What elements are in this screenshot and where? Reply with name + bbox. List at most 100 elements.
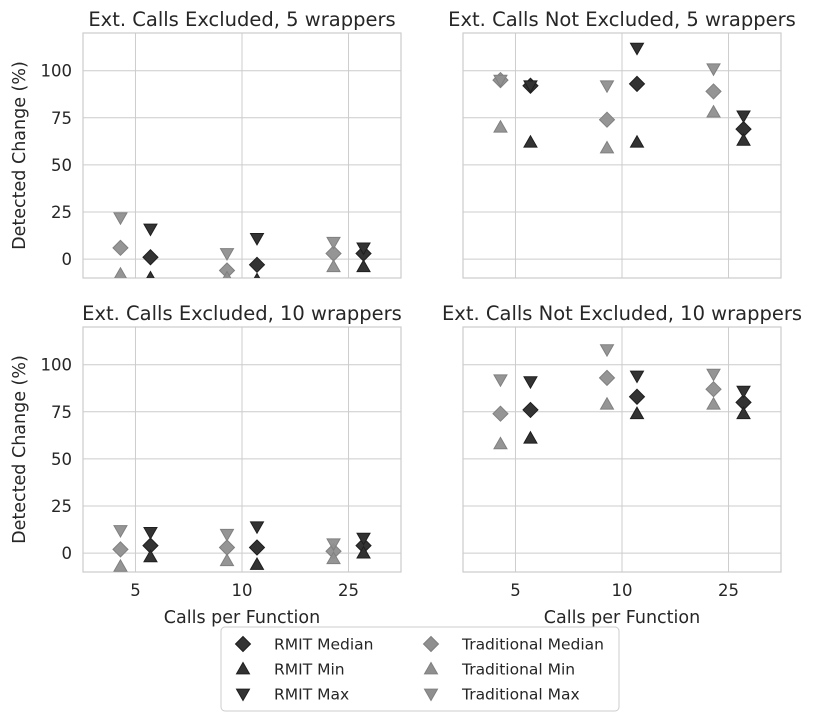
point-rmit-min-25 xyxy=(736,406,751,420)
x-tick-label-25: 25 xyxy=(718,581,739,600)
legend-label-rmit-max: RMIT Max xyxy=(274,686,349,704)
point-rmit-min-10 xyxy=(629,134,645,148)
point-rmit-max-25 xyxy=(736,385,751,399)
point-rmit-min-10 xyxy=(249,556,265,570)
x-axis-label: Calls per Function xyxy=(164,608,320,628)
y-tick-label-75: 75 xyxy=(51,403,72,422)
legend-box xyxy=(220,626,620,712)
y-tick-label-25: 25 xyxy=(51,497,72,516)
point-rmit-max-10 xyxy=(629,370,645,384)
y-tick-label-50: 50 xyxy=(51,450,72,469)
data-points xyxy=(492,42,752,154)
y-tick-label-100: 100 xyxy=(41,62,73,81)
x-tick-label-25: 25 xyxy=(338,581,359,600)
point-traditional-median-10 xyxy=(598,369,616,387)
point-rmit-max-25 xyxy=(356,532,371,546)
point-traditional-min-10 xyxy=(222,270,232,278)
point-traditional-max-25 xyxy=(326,236,341,250)
point-traditional-max-5 xyxy=(113,212,128,226)
legend-label-rmit-median: RMIT Median xyxy=(274,636,374,654)
point-traditional-median-5 xyxy=(112,239,129,257)
legend-label-traditional-min: Traditional Min xyxy=(461,661,575,679)
legend-marker-traditional-median xyxy=(422,635,440,653)
point-traditional-min-10 xyxy=(599,140,615,154)
legend-marker-rmit-max xyxy=(235,688,251,702)
subplot-1: Ext. Calls Excluded, 5 wrappers 0 25 50 75 10… xyxy=(10,8,402,279)
point-traditional-max-10 xyxy=(219,528,235,542)
point-rmit-max-10 xyxy=(629,42,645,56)
point-traditional-min-25 xyxy=(326,259,341,273)
y-tick-label-75: 75 xyxy=(51,109,72,128)
legend-marker-traditional-min xyxy=(423,661,439,675)
point-rmit-min-25 xyxy=(736,132,751,146)
point-rmit-max-5 xyxy=(143,223,158,237)
point-rmit-min-5 xyxy=(143,549,158,563)
point-rmit-max-5 xyxy=(523,376,538,390)
subplot-4: Ext. Calls Not Excluded, 10 wrappers 5 10 2… xyxy=(442,302,802,628)
point-traditional-median-25 xyxy=(705,83,722,100)
point-rmit-median-5 xyxy=(522,401,539,419)
point-rmit-min-5 xyxy=(523,134,538,148)
point-rmit-min-5 xyxy=(523,430,538,444)
point-traditional-min-25 xyxy=(326,551,341,565)
y-tick-label-25: 25 xyxy=(51,203,72,222)
subplot-2: Ext. Calls Not Excluded, 5 wrappers xyxy=(448,8,796,279)
point-traditional-min-10 xyxy=(219,553,235,567)
point-traditional-max-25 xyxy=(326,538,341,552)
legend-marker-rmit-min xyxy=(235,661,251,675)
point-traditional-max-5 xyxy=(113,525,128,539)
plot-frame xyxy=(462,326,782,573)
data-points xyxy=(492,344,752,450)
subplot-title: Ext. Calls Excluded, 10 wrappers xyxy=(82,302,402,325)
point-traditional-median-10 xyxy=(598,111,616,128)
point-rmit-max-25 xyxy=(356,242,371,256)
legend: RMIT Median RMIT Min RMIT Max Traditional M… xyxy=(220,626,620,712)
point-rmit-median-10 xyxy=(628,75,646,93)
subplot-3: Ext. Calls Excluded, 10 wrappers 0 25 50 75 1… xyxy=(10,302,402,628)
legend-marker-rmit-median xyxy=(234,635,252,653)
point-traditional-max-25 xyxy=(706,368,721,382)
subplot-title: Ext. Calls Not Excluded, 5 wrappers xyxy=(448,8,796,31)
point-rmit-max-5 xyxy=(523,80,538,94)
point-traditional-max-10 xyxy=(599,80,615,94)
y-axis-label: Detected Change (%) xyxy=(10,355,30,544)
plot-frame xyxy=(82,326,402,573)
y-tick-label-0: 0 xyxy=(62,250,73,269)
y-axis-label: Detected Change (%) xyxy=(10,61,30,250)
point-rmit-max-10 xyxy=(249,521,265,535)
plot-frame xyxy=(82,32,402,279)
point-traditional-median-5 xyxy=(112,541,129,558)
point-rmit-median-5 xyxy=(142,249,159,266)
point-traditional-min-5 xyxy=(113,558,128,572)
data-points xyxy=(112,212,372,278)
plot-frame xyxy=(462,32,782,279)
legend-label-rmit-min: RMIT Min xyxy=(274,661,345,679)
point-traditional-min-5 xyxy=(493,436,508,450)
subplot-title: Ext. Calls Not Excluded, 10 wrappers xyxy=(442,302,802,325)
point-traditional-median-25 xyxy=(705,380,722,398)
point-traditional-min-5 xyxy=(493,119,508,133)
point-traditional-min-5 xyxy=(114,266,127,278)
point-rmit-median-10 xyxy=(248,539,266,556)
point-traditional-max-5 xyxy=(493,374,508,388)
point-traditional-median-5 xyxy=(492,405,509,422)
x-tick-label-10: 10 xyxy=(612,581,633,600)
legend-marker-traditional-max xyxy=(423,688,439,702)
y-tick-label-100: 100 xyxy=(41,356,73,375)
x-tick-label-10: 10 xyxy=(232,581,253,600)
y-tick-label-50: 50 xyxy=(51,156,72,175)
point-rmit-min-5 xyxy=(146,270,155,278)
point-traditional-min-25 xyxy=(706,104,721,118)
point-rmit-median-10 xyxy=(628,388,646,405)
data-points xyxy=(112,521,372,572)
point-rmit-max-5 xyxy=(143,527,158,540)
point-traditional-max-10 xyxy=(219,248,235,262)
point-rmit-median-10 xyxy=(248,256,266,274)
point-traditional-max-25 xyxy=(706,63,721,77)
point-traditional-max-10 xyxy=(599,344,615,358)
x-tick-label-5: 5 xyxy=(130,581,141,600)
point-traditional-min-25 xyxy=(706,396,721,410)
point-rmit-min-10 xyxy=(629,406,645,420)
legend-label-traditional-median: Traditional Median xyxy=(461,636,604,654)
